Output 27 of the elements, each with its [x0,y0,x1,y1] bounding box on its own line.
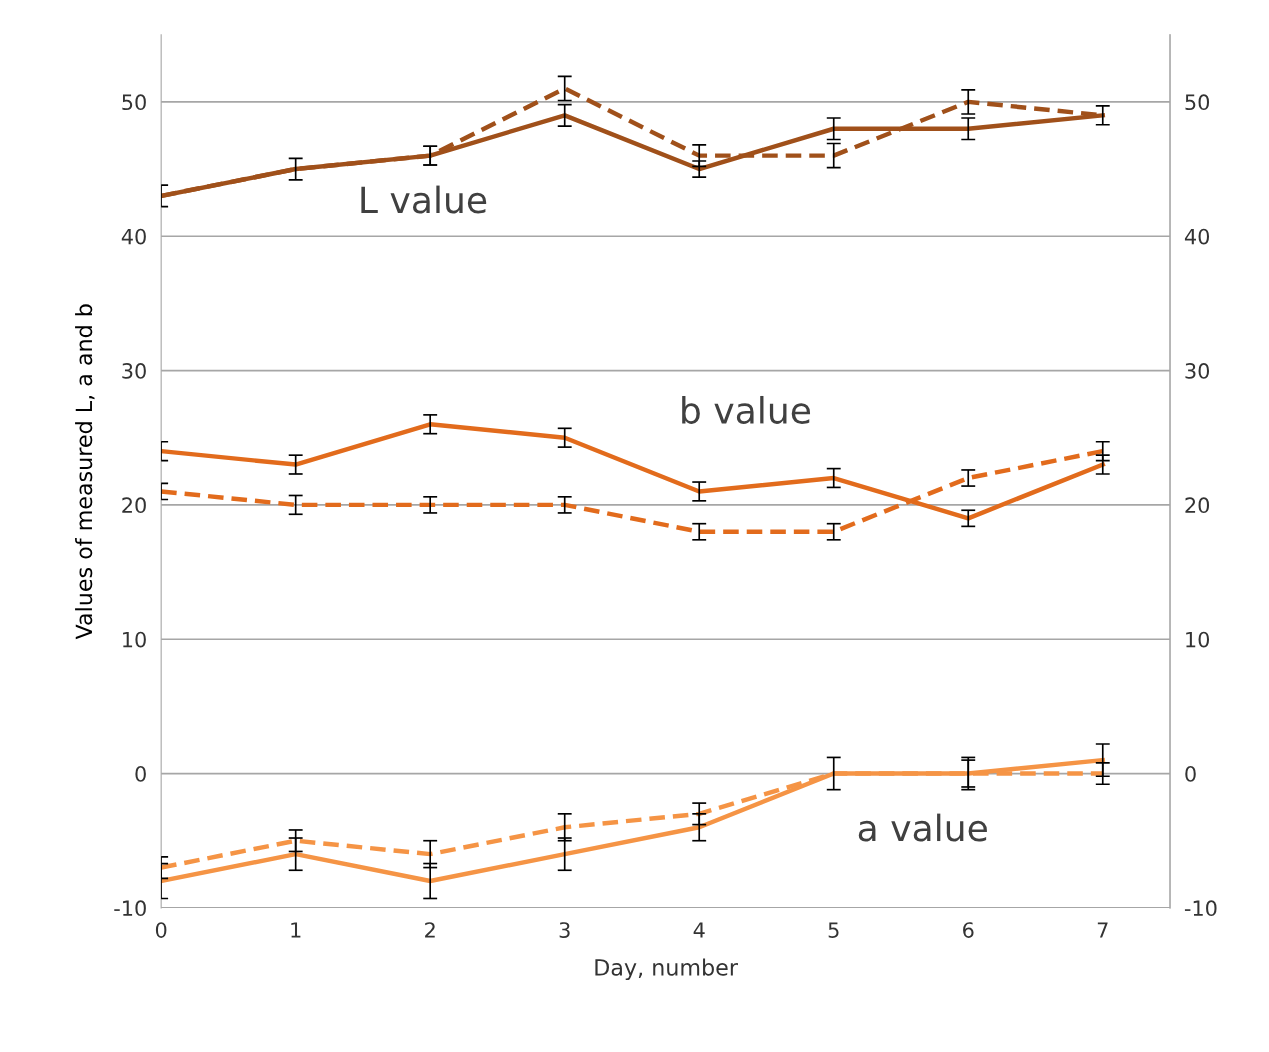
y-axis-title: Values of measured L, a and b [75,304,95,640]
annotation: L value [361,185,487,214]
annotation: a value [858,813,987,842]
y-tick-label: 0 [135,766,146,782]
x-tick-label: 3 [559,922,570,938]
y-tick-label: 30 [122,363,146,379]
y2-tick-label: 50 [1185,94,1210,111]
y2-tick-label: 20 [1185,497,1210,514]
x-tick-label: 0 [155,922,167,938]
x-axis-title: Day, number [595,958,738,981]
y-tick-label: -10 [114,900,146,917]
x-tick-label: 6 [963,922,974,938]
x-tick-label: 5 [828,922,839,938]
y2-tick-label: -10 [1184,900,1217,917]
y-tick-label: 40 [121,228,146,245]
x-tick-label: 7 [1097,922,1108,938]
y2-tick-label: 30 [1185,363,1210,379]
y2-tick-label: 40 [1184,228,1210,245]
y2-tick-label: 0 [1185,766,1196,782]
x-tick-label: 2 [425,922,435,938]
y-tick-label: 50 [122,94,146,111]
annotation: b value [682,395,811,424]
y2-tick-label: 10 [1186,631,1210,648]
y-tick-label: 10 [123,631,146,648]
y-tick-label: 20 [122,497,146,514]
x-tick-label: 4 [693,922,705,938]
x-tick-label: 1 [291,922,301,938]
